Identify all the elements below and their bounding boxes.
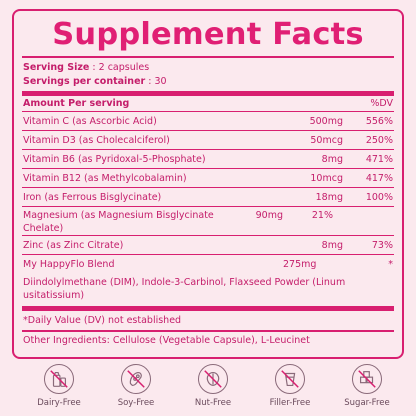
badge-nut-free: Nut-Free: [184, 364, 242, 414]
panel-title: Supplement Facts: [52, 17, 364, 52]
serving-size-label: Serving Size: [23, 61, 90, 73]
supplement-facts-panel: Supplement Facts Serving Size : 2 capsul…: [12, 9, 404, 359]
blend-name: My HappyFlo Blend: [23, 259, 115, 270]
nutrient-row: Vitamin B6 (as Pyridoxal-5-Phosphate) 8m…: [22, 150, 394, 169]
servings-per-container: Servings per container : 30: [22, 75, 394, 89]
nutrient-amount: 8mg: [321, 239, 343, 251]
blend-amount: 275mg: [283, 259, 317, 270]
divider: [22, 56, 394, 58]
nutrient-row: Vitamin B12 (as Methylcobalamin) 10mcg 4…: [22, 169, 394, 188]
nutrient-dv: 250%: [365, 134, 393, 146]
sugar-free-icon: [352, 364, 382, 394]
nutrient-dv: 73%: [371, 239, 393, 251]
badge-label: Nut-Free: [194, 398, 232, 408]
badge-label: Sugar-Free: [344, 398, 390, 408]
nutrient-row: Zinc (as Zinc Citrate) 8mg 73%: [22, 236, 394, 255]
other-ingredients: Other Ingredients: Cellulose (Vegetable …: [23, 334, 310, 346]
badge-label: Soy-Free: [117, 398, 155, 408]
servings-value: : 30: [148, 75, 167, 87]
dv-note: *Daily Value (DV) not established: [23, 315, 182, 326]
badge-soy-free: Soy-Free: [107, 364, 165, 414]
blend-row: My HappyFlo Blend 275mg *: [22, 255, 394, 274]
serving-size-value: : 2 capsules: [92, 61, 150, 73]
thick-divider: [22, 90, 394, 96]
nutrient-name: Iron (as Ferrous Bisglycinate): [23, 191, 162, 203]
badge-filler-free: Filler-Free: [261, 364, 319, 414]
nutrient-dv: 21%: [311, 210, 333, 221]
filler-free-icon: [275, 364, 305, 394]
free-from-badges: Dairy-Free Soy-Free Nut-Free: [30, 364, 396, 414]
nutrient-amount: 18mg: [315, 191, 343, 203]
blend-description: Diindolylmethane (DIM), Indole-3-Carbino…: [23, 277, 346, 301]
dv-header: %DV: [370, 97, 393, 109]
servings-label: Servings per container: [23, 75, 146, 87]
nutrient-amount: 8mg: [321, 153, 343, 165]
nutrient-name: Vitamin D3 (as Cholecalciferol): [23, 134, 170, 146]
nutrient-amount: 90mg: [255, 210, 283, 221]
badge-label: Filler-Free: [269, 398, 311, 408]
serving-info: Serving Size : 2 capsules Servings per c…: [22, 58, 394, 91]
nutrient-name: Zinc (as Zinc Citrate): [23, 239, 124, 251]
nutrient-name: Magnesium (as Magnesium Bisglycinate Che…: [23, 210, 214, 234]
blend-dv: *: [388, 259, 393, 270]
badge-dairy-free: Dairy-Free: [30, 364, 88, 414]
nutrient-name: Vitamin C (as Ascorbic Acid): [23, 115, 157, 127]
amount-header: Amount Per serving %DV: [22, 96, 394, 111]
nutrient-dv: 556%: [365, 115, 393, 127]
nutrient-row: Iron (as Ferrous Bisglycinate) 18mg 100%: [22, 188, 394, 207]
nutrient-name: Vitamin B12 (as Methylcobalamin): [23, 172, 187, 184]
divider: [22, 330, 394, 332]
nutrient-row: Vitamin D3 (as Cholecalciferol) 50mcg 25…: [22, 131, 394, 150]
nutrient-row: Magnesium (as Magnesium Bisglycinate Che…: [22, 207, 394, 236]
nutrient-name: Vitamin B6 (as Pyridoxal-5-Phosphate): [23, 153, 206, 165]
soy-free-icon: [121, 364, 151, 394]
nut-free-icon: [198, 364, 228, 394]
badge-label: Dairy-Free: [37, 398, 81, 408]
divider: [22, 110, 394, 112]
nutrient-dv: 417%: [365, 172, 393, 184]
nutrient-amount: 50mcg: [310, 134, 343, 146]
nutrient-row: Vitamin C (as Ascorbic Acid) 500mg 556%: [22, 112, 394, 131]
nutrient-amount: 500mg: [309, 115, 343, 127]
thick-divider: [22, 306, 394, 311]
amount-per-serving-label: Amount Per serving: [23, 97, 130, 109]
serving-size: Serving Size : 2 capsules: [22, 61, 394, 75]
nutrient-dv: 471%: [365, 153, 393, 165]
dairy-free-icon: [44, 364, 74, 394]
badge-sugar-free: Sugar-Free: [338, 364, 396, 414]
nutrient-dv: 100%: [365, 191, 393, 203]
nutrient-amount: 10mcg: [310, 172, 343, 184]
